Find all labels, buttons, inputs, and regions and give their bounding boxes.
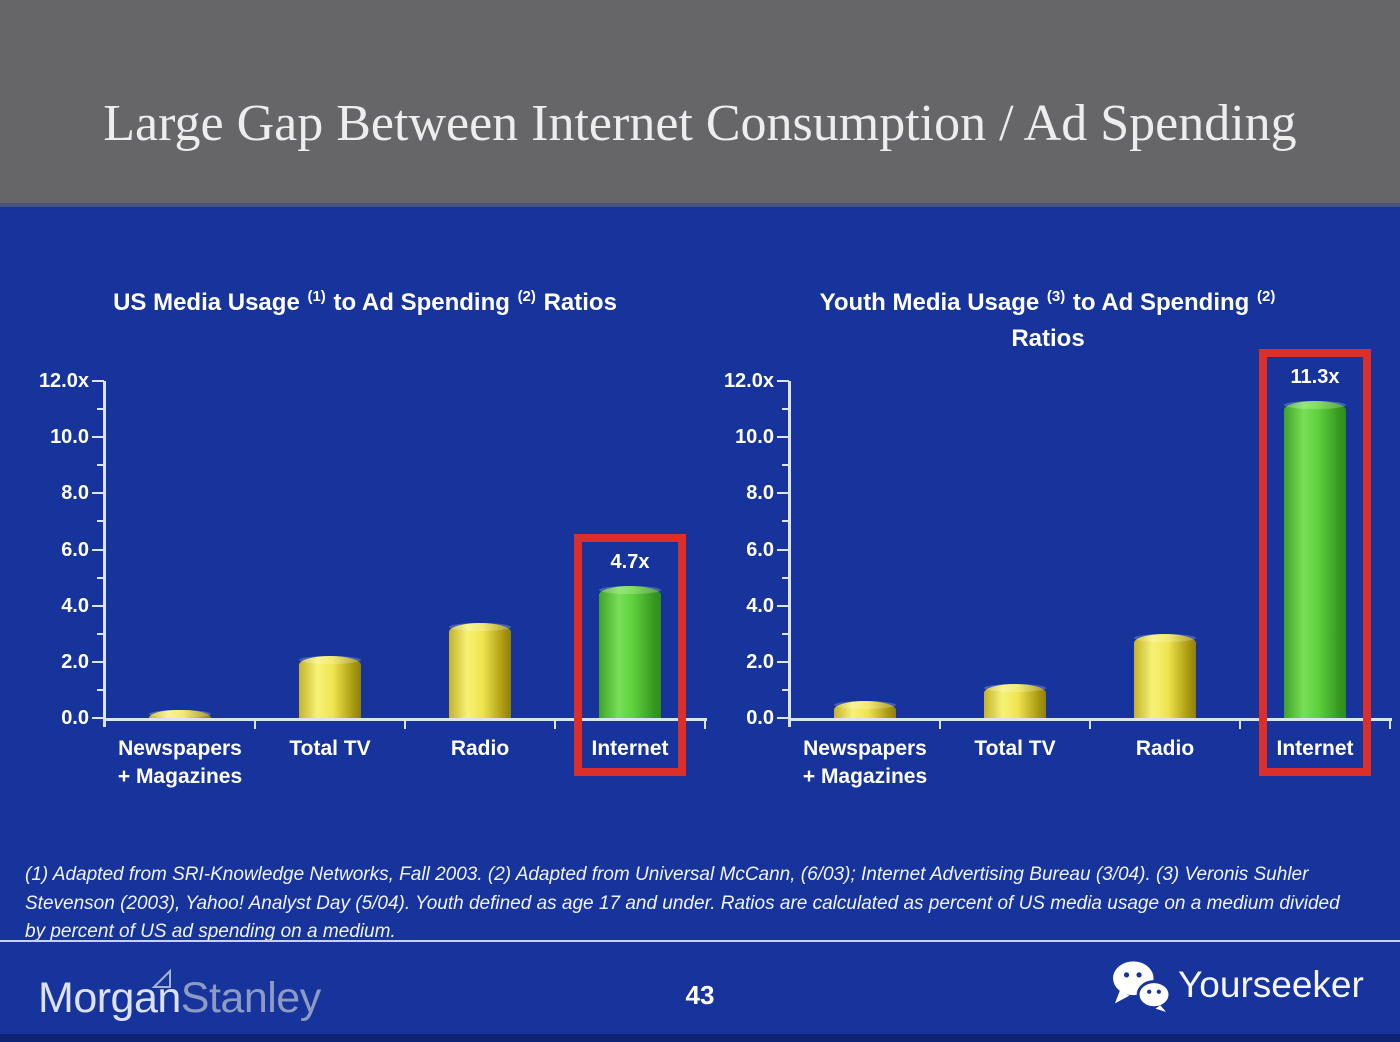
- y-axis-label: 12.0x: [723, 370, 774, 392]
- bar-total-tv: [299, 656, 361, 718]
- page-number: 43: [685, 980, 715, 1010]
- chart-title-text: Youth Media Usage: [819, 289, 1046, 316]
- y-axis-minor-tick: [782, 632, 789, 635]
- bar-newspapers-magazines: [834, 701, 896, 718]
- category-label: Radio: [450, 737, 510, 760]
- bar-internet: [599, 586, 661, 718]
- y-axis-label: 12.0x: [38, 370, 89, 392]
- x-axis-line: [788, 718, 1392, 721]
- chart-title: US Media Usage (1) to Ad Spending (2) Ra…: [35, 286, 695, 322]
- y-axis-label: 6.0: [61, 538, 89, 561]
- footnote: (1) Adapted from SRI-Knowledge Networks,…: [25, 864, 1340, 942]
- y-axis-tick: [777, 604, 789, 607]
- y-axis-label: 8.0: [61, 482, 89, 505]
- chart-title-superscript: (2): [1257, 288, 1276, 305]
- chart-title-superscript: (3): [1046, 288, 1066, 305]
- y-axis-tick: [777, 717, 789, 719]
- y-axis-tick: [777, 660, 789, 663]
- yourseeker-watermark: Yourseeker: [1110, 958, 1364, 1012]
- chart-title-text: US Media Usage: [113, 289, 307, 316]
- y-axis-minor-tick: [782, 464, 789, 467]
- y-axis-label: 8.0: [746, 482, 774, 505]
- y-axis-tick: [777, 380, 789, 382]
- wechat-icon: [1113, 961, 1172, 1012]
- chart-title: Youth Media Usage (3) to Ad Spending (2)…: [718, 286, 1378, 355]
- y-axis-tick: [777, 548, 789, 551]
- y-axis-minor-tick: [782, 688, 789, 691]
- y-axis-label: 6.0: [746, 538, 774, 561]
- y-axis-line: [788, 381, 791, 727]
- y-axis-minor-tick: [782, 576, 789, 579]
- y-axis-label: 2.0: [61, 650, 89, 673]
- bar-radio: [449, 622, 511, 718]
- highlight-box: [574, 534, 686, 776]
- y-axis-label: 10.0: [735, 426, 774, 449]
- brand-stanley: Stanley: [180, 974, 321, 1022]
- y-axis-minor-tick: [97, 632, 104, 635]
- x-axis-tick: [1089, 720, 1091, 729]
- category-label: Internet: [591, 737, 669, 760]
- watermark-label: Yourseeker: [1178, 964, 1364, 1005]
- x-axis-tick: [1389, 720, 1391, 729]
- bar-newspapers-magazines: [149, 709, 211, 718]
- bar-internet: [1284, 400, 1346, 718]
- footer-divider: [0, 940, 1400, 942]
- bar-total-tv: [984, 684, 1046, 718]
- x-axis-line: [103, 718, 707, 721]
- highlight-box: [1259, 348, 1371, 776]
- x-axis-tick: [704, 720, 706, 729]
- y-axis-minor-tick: [782, 408, 789, 411]
- chart-title-superscript: (1): [307, 288, 326, 305]
- y-axis-label: 10.0: [50, 426, 89, 449]
- y-axis-tick: [92, 436, 104, 439]
- y-axis-label: 0.0: [61, 707, 89, 729]
- y-axis-tick: [92, 717, 104, 719]
- brand-morgan: Morgan: [38, 974, 181, 1022]
- y-axis-label: 0.0: [746, 707, 774, 729]
- y-axis-line: [103, 381, 106, 727]
- category-label: Newspapers + Magazines: [802, 737, 928, 788]
- x-axis-tick: [404, 720, 406, 729]
- bar-value-label: 4.7x: [610, 551, 650, 573]
- bottom-edge-strip: [0, 1034, 1400, 1042]
- y-axis-minor-tick: [97, 576, 104, 579]
- y-axis-label: 2.0: [746, 650, 774, 673]
- header-divider: [0, 203, 1400, 207]
- y-axis-minor-tick: [97, 688, 104, 691]
- x-axis-tick: [939, 720, 941, 729]
- x-axis-tick: [254, 720, 256, 729]
- category-label: Newspapers + Magazines: [117, 737, 243, 788]
- chart-title-text: Ratios: [536, 289, 617, 316]
- y-axis-minor-tick: [97, 464, 104, 467]
- category-label: Internet: [1276, 737, 1354, 760]
- y-axis-tick: [777, 492, 789, 495]
- y-axis-label: 4.0: [61, 594, 89, 617]
- x-axis-tick: [554, 720, 556, 729]
- morgan-stanley-logo: MorganStanley: [38, 968, 321, 1026]
- y-axis-label: 4.0: [746, 594, 774, 617]
- category-label: Total TV: [974, 737, 1056, 760]
- slide-header: Large Gap Between Internet Consumption /…: [0, 0, 1400, 203]
- chart-title-text: Ratios: [1011, 325, 1085, 352]
- category-label: Radio: [1135, 737, 1195, 760]
- y-axis-tick: [92, 604, 104, 607]
- y-axis-tick: [92, 492, 104, 495]
- y-axis-tick: [92, 548, 104, 551]
- bar-radio: [1134, 633, 1196, 718]
- chart-title-superscript: (2): [517, 288, 536, 305]
- x-axis-tick: [1239, 720, 1241, 729]
- category-label: Total TV: [289, 737, 371, 760]
- chart-title-text: to Ad Spending: [1066, 289, 1256, 316]
- bar-value-label: 11.3x: [1290, 365, 1340, 388]
- chart-title-text: to Ad Spending: [326, 289, 517, 316]
- page-title: Large Gap Between Internet Consumption /…: [103, 95, 1297, 152]
- y-axis-minor-tick: [97, 520, 104, 523]
- y-axis-minor-tick: [782, 520, 789, 523]
- y-axis-minor-tick: [97, 408, 104, 411]
- morgan-stanley-flag-icon: [151, 968, 171, 988]
- y-axis-tick: [92, 660, 104, 663]
- y-axis-tick: [92, 380, 104, 382]
- y-axis-tick: [777, 436, 789, 439]
